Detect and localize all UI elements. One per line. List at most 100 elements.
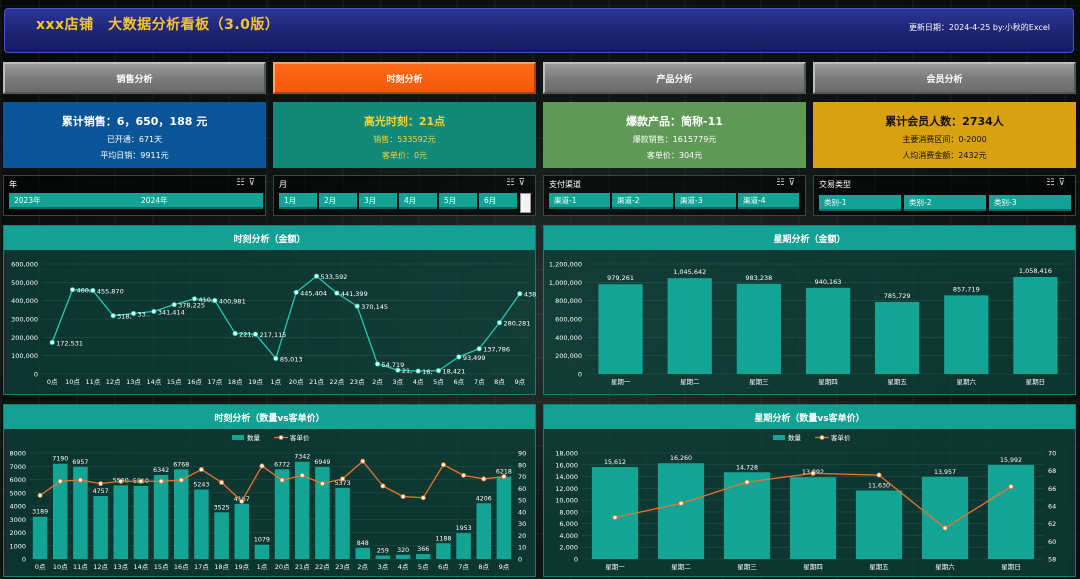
bar	[113, 485, 129, 559]
kpi-sub: 已开通：671天	[106, 135, 163, 144]
x-tick-label: 5点	[418, 563, 429, 571]
slicer-scrollbar[interactable]	[520, 193, 531, 213]
slicer-item[interactable]: 渠道-1	[549, 193, 610, 209]
data-label: 259	[377, 548, 389, 555]
slicer-item[interactable]: 2023年	[9, 193, 136, 209]
slicer-item[interactable]: 2月	[319, 193, 357, 209]
bar	[476, 503, 492, 559]
tab-sales-analysis[interactable]: 销售分析	[3, 62, 266, 94]
y2-tick-label: 64	[1048, 503, 1056, 511]
kpi-sub: 爆款销售：1615779元	[632, 135, 717, 144]
tab-label: 时刻分析	[386, 74, 423, 85]
x-tick-label: 18点	[214, 563, 229, 571]
data-point	[461, 472, 467, 478]
tab-product-analysis[interactable]: 产品分析	[543, 62, 806, 94]
multi-select-icon[interactable]: ☷	[506, 178, 519, 188]
data-point	[299, 472, 305, 478]
slicer-item[interactable]: 6月	[479, 193, 517, 209]
weekday-amount-chart: 0 200,000 400,000 600,000 800,000 1,000,000 1,…	[549, 261, 1070, 386]
y2-tick-label: 80	[518, 461, 526, 469]
update-date-label: 更新日期：2024-4-25 by:小秋的Excel	[908, 23, 1050, 32]
data-label: 4206	[476, 495, 492, 502]
data-point	[212, 297, 218, 304]
data-point	[273, 355, 279, 362]
slicer-item[interactable]: 类别-1	[819, 195, 901, 211]
y-tick-label: 100,000	[11, 352, 38, 360]
kpi-main: 高光时刻：21点	[363, 115, 446, 128]
data-point	[395, 367, 401, 373]
slicer-item[interactable]: 1月	[279, 193, 317, 209]
x-tick-label: 0点	[47, 378, 58, 386]
data-point	[678, 500, 684, 506]
slicer-title: 年	[9, 180, 17, 189]
bar	[234, 503, 250, 559]
slicer-item[interactable]: 类别-2	[904, 195, 986, 211]
slicer-item[interactable]: 3月	[359, 193, 397, 209]
multi-select-icon[interactable]: ☷	[776, 178, 789, 188]
x-tick-label: 3点	[378, 563, 389, 571]
data-label: 6949	[314, 459, 330, 466]
clear-filter-icon[interactable]: ⊽	[518, 178, 529, 188]
tab-label: 会员分析	[926, 74, 963, 85]
x-tick-label: 星期六	[935, 562, 955, 571]
clear-filter-icon[interactable]: ⊽	[248, 178, 259, 188]
data-label: 410,	[199, 296, 213, 304]
legend-label: 客单价	[290, 433, 310, 442]
data-label: 14,728	[736, 464, 758, 471]
slicer-item[interactable]: 5月	[439, 193, 477, 209]
y-tick-label: 1,200,000	[549, 261, 582, 269]
slicer-item[interactable]: 类别-3	[989, 195, 1071, 211]
slicer-item[interactable]: 渠道-2	[612, 193, 673, 209]
x-tick-label: 15点	[154, 563, 169, 571]
y-tick-label: 400,000	[555, 334, 582, 342]
x-tick-label: 21点	[309, 378, 324, 386]
kpi-card-peak-hour: 高光时刻：21点 销售：533592元 客单价：0元	[273, 102, 536, 168]
data-label: 1,058,416	[1019, 267, 1052, 275]
x-tick-label: 13点	[113, 563, 128, 571]
y-tick-label: 6,000	[559, 520, 578, 528]
data-point	[293, 289, 299, 295]
tab-member-analysis[interactable]: 会员分析	[813, 62, 1076, 94]
slicer-item[interactable]: 4月	[399, 193, 437, 209]
data-label: 16,260	[670, 455, 692, 462]
kpi-card-members: 累计会员人数：2734人 主要消费区间：0-2000 人均消费金额：2432元	[813, 102, 1076, 168]
clear-filter-icon[interactable]: ⊽	[788, 178, 799, 188]
data-point	[259, 463, 265, 469]
kpi-main: 累计会员人数：2734人	[885, 115, 1004, 128]
y-tick-label: 0	[574, 556, 578, 564]
data-point	[49, 339, 55, 345]
slicer-item[interactable]: 渠道-4	[738, 193, 799, 209]
y-tick-label: 7000	[9, 463, 26, 471]
data-label: 6957	[72, 459, 88, 466]
data-label: 13,957	[934, 469, 956, 476]
bar	[789, 477, 837, 559]
data-point	[476, 346, 482, 352]
bar	[355, 547, 371, 559]
slicer-title: 支付渠道	[549, 180, 581, 189]
y2-tick-label: 40	[518, 508, 526, 516]
slicer-item[interactable]: 渠道-3	[675, 193, 736, 209]
bar	[591, 467, 639, 559]
data-point	[496, 320, 503, 326]
data-label: 33..	[138, 311, 150, 319]
y-tick-label: 8000	[9, 450, 26, 458]
x-tick-label: 11点	[85, 378, 100, 386]
bar	[52, 463, 68, 559]
data-point	[942, 525, 948, 531]
chart-title: 星期分析（金额）	[544, 226, 1075, 250]
slicer-item[interactable]: 2024年	[136, 193, 263, 209]
clear-filter-icon[interactable]: ⊽	[1058, 178, 1069, 188]
multi-select-icon[interactable]: ☷	[236, 178, 249, 188]
y-tick-label: 1,000,000	[549, 279, 582, 287]
x-tick-label: 1点	[257, 563, 268, 571]
y-tick-label: 18,000	[555, 450, 578, 458]
data-label: 318,	[117, 313, 131, 321]
bar	[944, 295, 989, 374]
data-point	[517, 291, 523, 297]
tab-time-analysis[interactable]: 时刻分析	[273, 62, 536, 94]
multi-select-icon[interactable]: ☷	[1046, 178, 1059, 188]
bar	[133, 485, 149, 559]
y2-tick-label: 70	[1048, 450, 1056, 458]
data-label: 16,	[422, 368, 432, 376]
bar	[274, 469, 290, 559]
